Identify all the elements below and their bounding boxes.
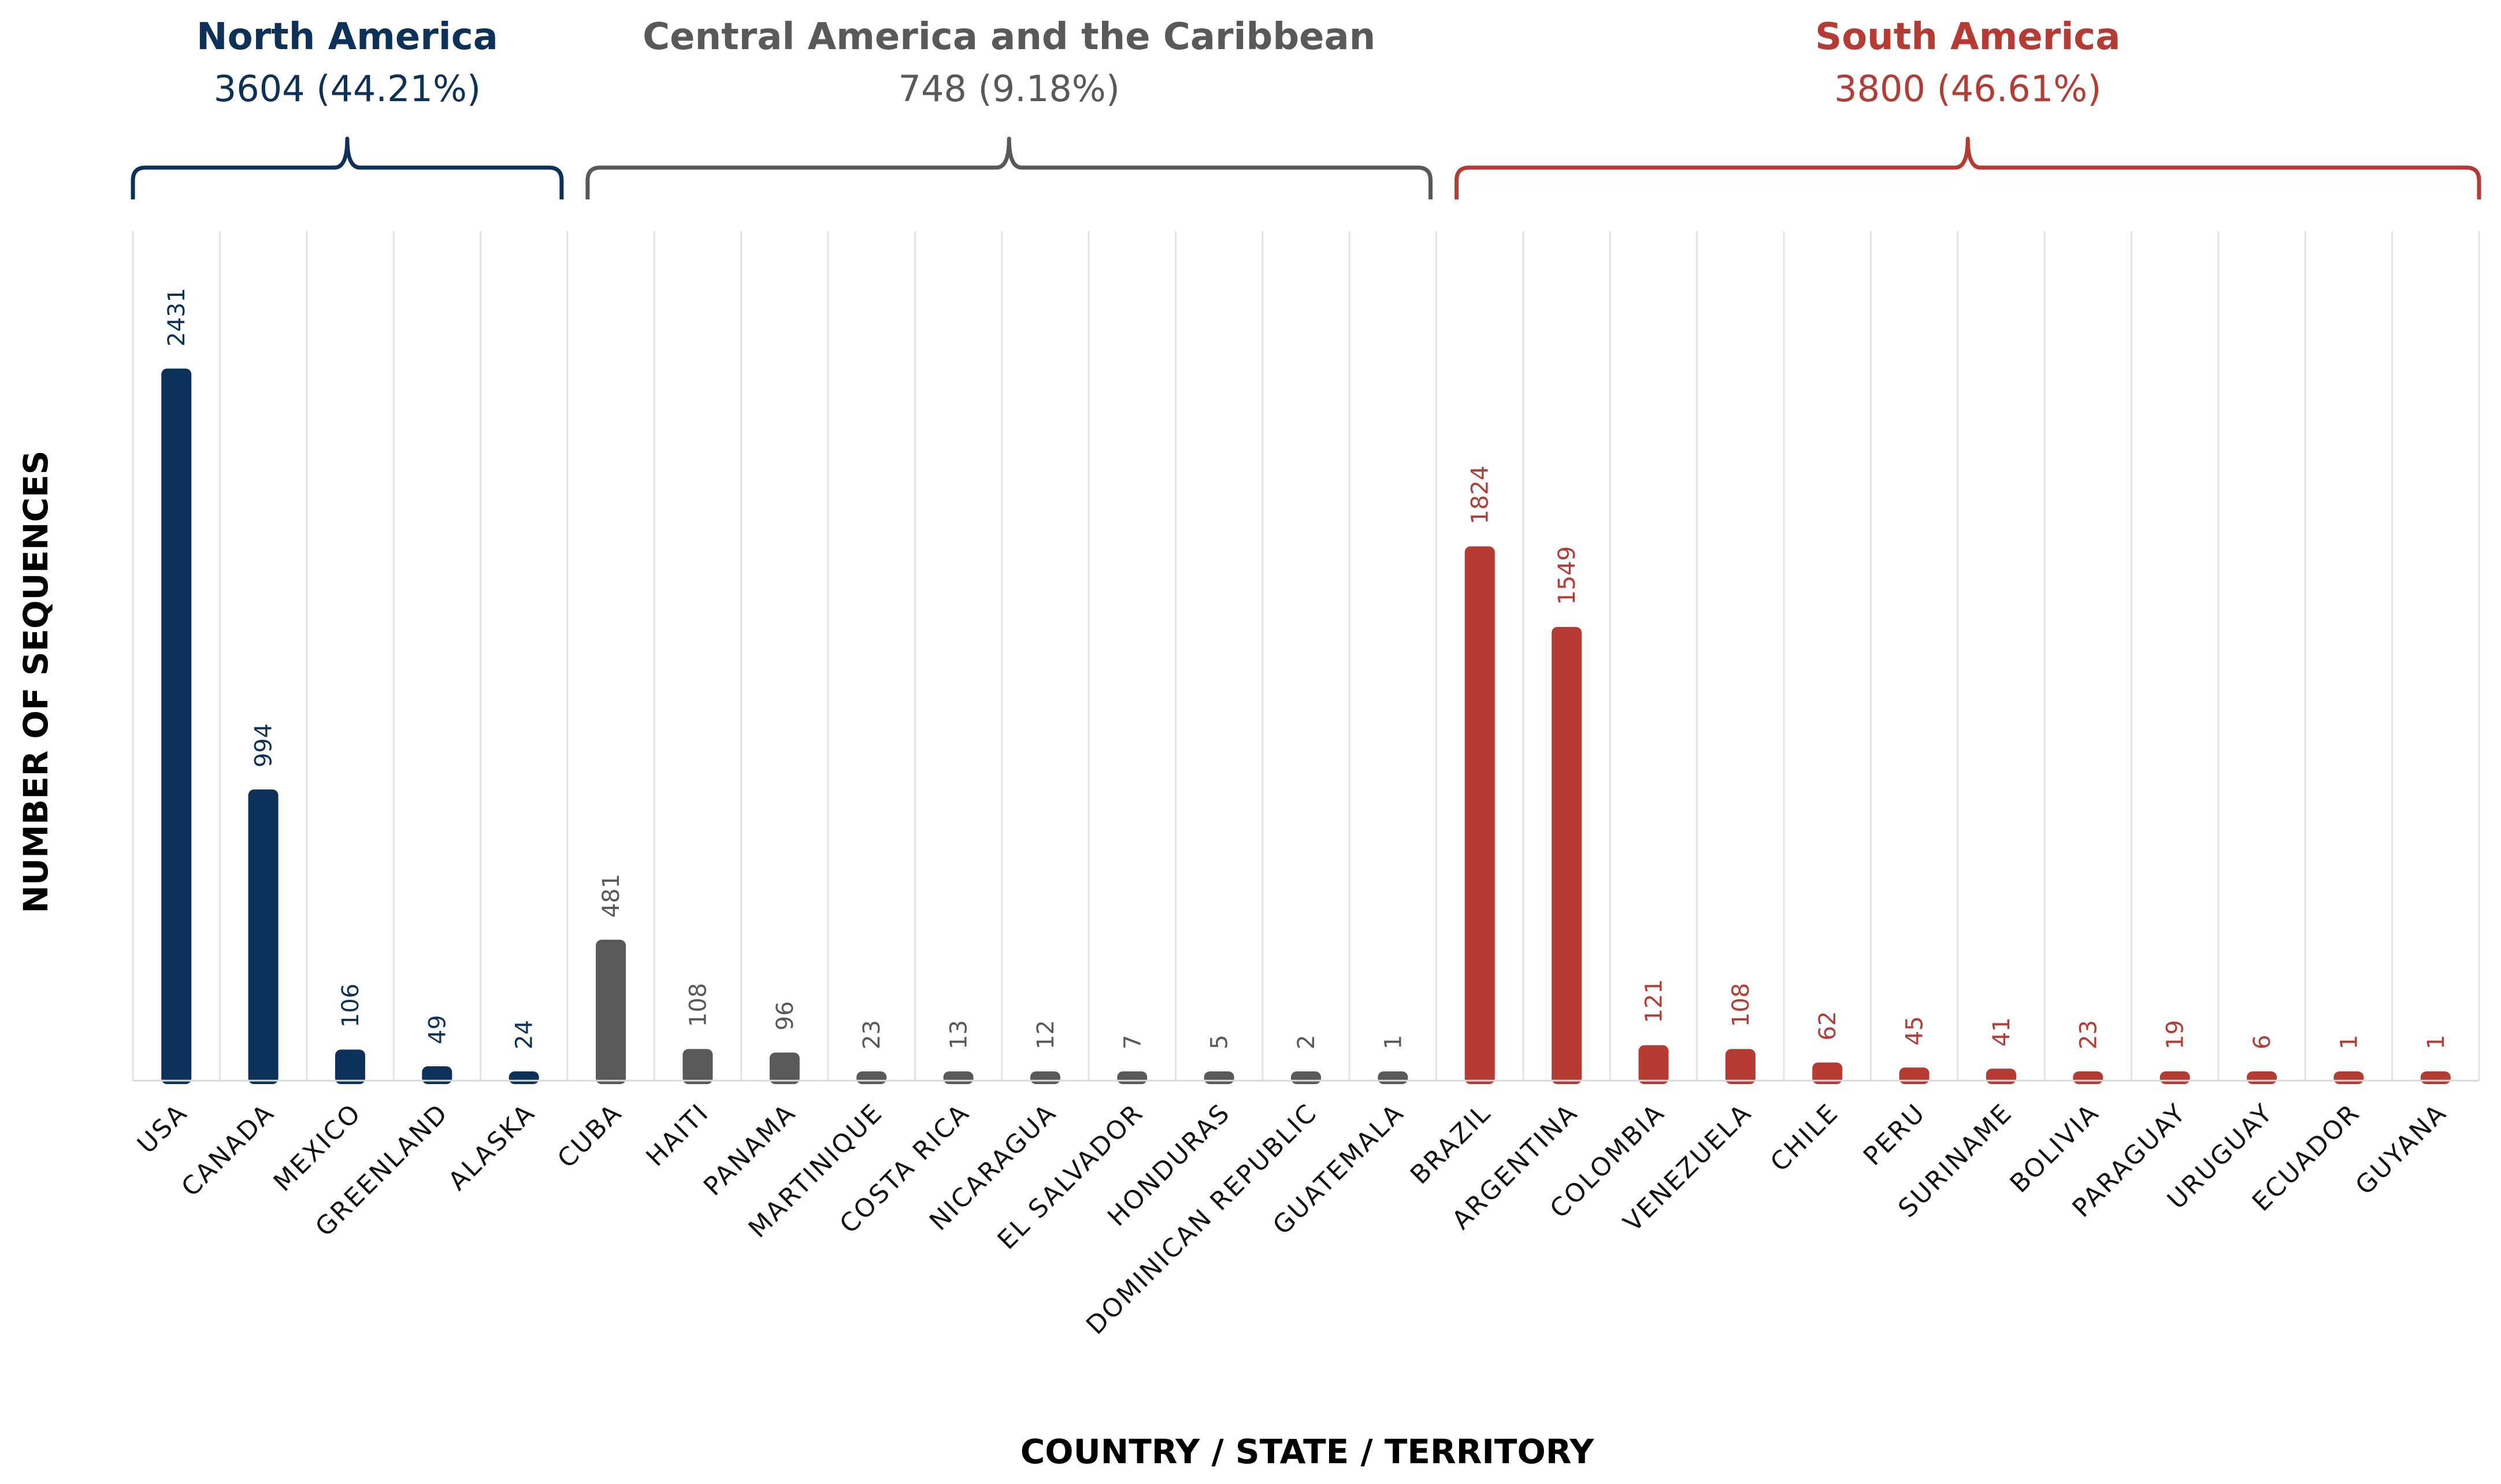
bar-guyana (2420, 1071, 2451, 1084)
bar-panama (769, 1052, 800, 1084)
value-label: 7 (1119, 1035, 1146, 1049)
value-label: 1 (1380, 1035, 1407, 1049)
bar-colombia (1638, 1045, 1669, 1084)
bar-bolivia (2073, 1071, 2103, 1084)
tick-label: ALASKA (443, 1098, 541, 1196)
value-label: 23 (2075, 1020, 2102, 1049)
bar-uruguay (2247, 1071, 2277, 1084)
value-label: 24 (511, 1020, 538, 1049)
group-braces: North America 3604 (44.21%) Central Americ… (131, 16, 2481, 199)
value-label: 23 (859, 1020, 885, 1049)
bar-dominican-republic (1291, 1071, 1321, 1084)
tick-label: USA (132, 1098, 194, 1160)
bar-costa-rica (943, 1071, 974, 1084)
tick-label: CUBA (552, 1098, 628, 1174)
value-label: 13 (946, 1020, 973, 1049)
bar-usa (161, 368, 192, 1084)
bar-martinique (856, 1071, 887, 1084)
group-brace (1454, 136, 2481, 199)
tick-label: HAITI (640, 1098, 715, 1173)
group-title: North America (196, 16, 498, 58)
value-label: 5 (1207, 1035, 1233, 1049)
tick-label: PERU (1858, 1098, 1931, 1171)
bar-ecuador (2333, 1071, 2364, 1084)
value-label: 49 (424, 1015, 451, 1044)
bar-greenland (422, 1066, 452, 1084)
value-label: 2431 (164, 288, 190, 347)
value-label: 1549 (1554, 546, 1580, 605)
bar-nicaragua (1030, 1071, 1060, 1084)
group-title: South America (1815, 16, 2120, 58)
tick-label: CHILE (1765, 1098, 1845, 1178)
tick-label: BRAZIL (1405, 1098, 1497, 1190)
group-summary: 3604 (44.21%) (214, 68, 481, 110)
value-label: 108 (1728, 983, 1754, 1027)
tick-label: GUYANA (2350, 1098, 2452, 1201)
group-summary: 3800 (46.61%) (1834, 68, 2101, 110)
x-axis-title: COUNTRY / STATE / TERRITORY (1021, 1432, 1595, 1471)
y-axis-title: NUMBER OF SEQUENCES (16, 450, 55, 913)
bar-chile (1812, 1062, 1843, 1084)
value-label: 6 (2249, 1035, 2276, 1049)
bar-suriname (1986, 1069, 2016, 1084)
tick-label: CANADA (176, 1098, 280, 1203)
value-label: 994 (251, 724, 277, 767)
bar-brazil (1464, 546, 1495, 1084)
value-label: 1824 (1467, 466, 1494, 525)
bar-cuba (596, 940, 626, 1084)
group-summary: 748 (9.18%) (899, 68, 1120, 110)
value-label: 1 (2423, 1035, 2450, 1049)
value-label: 12 (1033, 1020, 1059, 1049)
value-label: 62 (1814, 1011, 1841, 1041)
group-brace (585, 136, 1433, 199)
value-labels: 2431 994 106 49 24 481 108 96 23 13 12 7 5 2 1 1824 1549… (164, 288, 2450, 1049)
group-title: Central America and the Caribbean (643, 16, 1375, 58)
bar-haiti (682, 1049, 713, 1084)
bar-el-salvador (1117, 1071, 1148, 1084)
bar-guatemala (1378, 1071, 1408, 1084)
bar-alaska (509, 1071, 539, 1084)
value-label: 108 (685, 983, 711, 1027)
value-label: 1 (2336, 1035, 2362, 1049)
gridlines (132, 231, 2480, 1081)
tick-label: EL SALVADOR (992, 1098, 1149, 1255)
value-label: 19 (2162, 1020, 2189, 1049)
bar-mexico (335, 1049, 365, 1084)
bar-peru (1899, 1067, 1929, 1084)
value-label: 121 (1641, 979, 1667, 1023)
value-label: 481 (598, 874, 625, 918)
value-label: 41 (1988, 1017, 2015, 1047)
value-label: 96 (772, 1001, 799, 1030)
value-label: 106 (337, 984, 364, 1027)
bar-argentina (1552, 626, 1582, 1084)
bar-canada (248, 789, 279, 1084)
bar-paraguay (2159, 1071, 2190, 1084)
bars (161, 368, 2451, 1084)
value-label: 45 (1902, 1016, 1928, 1045)
value-label: 2 (1293, 1035, 1320, 1049)
bar-honduras (1204, 1071, 1234, 1084)
group-brace (131, 136, 564, 199)
bar-venezuela (1725, 1049, 1756, 1084)
